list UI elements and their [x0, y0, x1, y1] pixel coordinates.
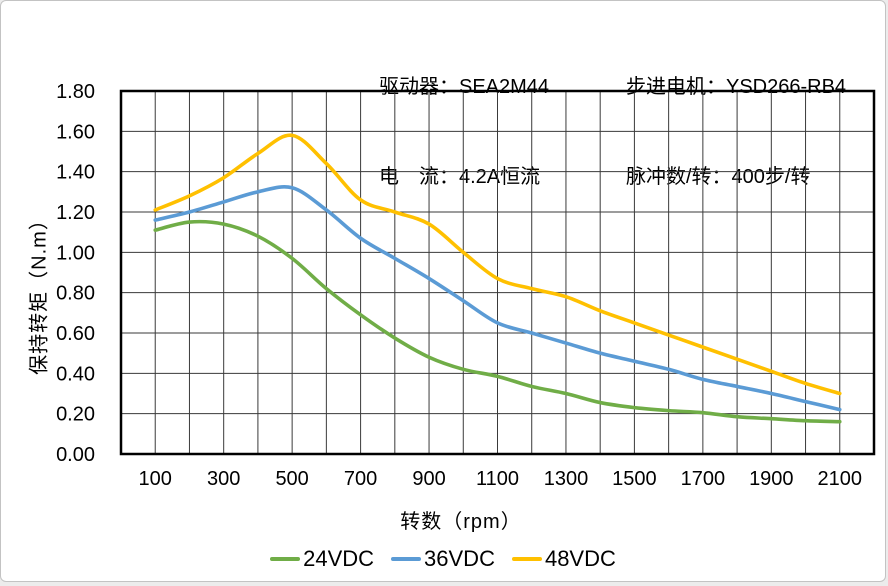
svg-text:0.00: 0.00 — [56, 444, 95, 466]
curve-24vdc — [153, 219, 842, 424]
legend-label-24vdc: 24VDC — [303, 546, 375, 571]
y-axis-title: 保持转矩（N.m） — [28, 209, 51, 375]
curve-48vdc — [153, 133, 842, 396]
svg-text:500: 500 — [275, 468, 308, 490]
y-tick-labels: 0.00 0.20 0.40 0.60 0.80 1.00 1.20 1.40 1.60 1.80 — [56, 81, 95, 466]
svg-text:900: 900 — [412, 468, 445, 490]
legend: 24VDC 36VDC 48VDC — [1, 546, 885, 572]
x-tick-labels: 100 300 500 700 900 1100 1300 1500 1700 1900 2100 — [139, 468, 862, 490]
svg-text:1700: 1700 — [681, 468, 726, 490]
legend-swatch-36vdc — [391, 557, 422, 561]
svg-text:300: 300 — [207, 468, 240, 490]
svg-text:2100: 2100 — [818, 468, 863, 490]
x-axis-title: 转数（rpm） — [400, 511, 522, 533]
svg-text:700: 700 — [344, 468, 377, 490]
legend-item-24vdc: 24VDC — [270, 546, 374, 572]
svg-text:100: 100 — [139, 468, 172, 490]
legend-item-48vdc: 48VDC — [511, 546, 616, 572]
legend-swatch-24vdc — [270, 557, 301, 561]
svg-text:1.60: 1.60 — [56, 121, 95, 143]
plot-border — [119, 89, 876, 456]
svg-text:0.20: 0.20 — [56, 404, 95, 426]
legend-item-36vdc: 36VDC — [391, 546, 495, 572]
legend-label-48vdc: 48VDC — [544, 546, 616, 571]
legend-swatch-48vdc — [511, 557, 542, 561]
svg-text:1.40: 1.40 — [56, 162, 95, 184]
svg-text:1100: 1100 — [476, 468, 519, 490]
curve-36vdc — [153, 185, 842, 412]
svg-text:1300: 1300 — [544, 468, 589, 490]
svg-text:0.80: 0.80 — [56, 283, 95, 305]
svg-text:1.80: 1.80 — [56, 81, 95, 103]
svg-text:1900: 1900 — [749, 468, 794, 490]
torque-speed-chart: 0.00 0.20 0.40 0.60 0.80 1.00 1.20 1.40 1.60 1.80… — [56, 81, 876, 490]
svg-text:1500: 1500 — [612, 468, 657, 490]
gridlines — [121, 91, 874, 454]
legend-label-36vdc: 36VDC — [424, 546, 495, 571]
svg-text:0.60: 0.60 — [56, 323, 95, 345]
svg-text:1.20: 1.20 — [56, 202, 95, 224]
svg-text:0.40: 0.40 — [56, 363, 95, 385]
driver-line: 驱动器：SEA2M44 — [379, 76, 550, 98]
svg-text:1.00: 1.00 — [56, 242, 95, 264]
motor-line: 步进电机：YSD266-RB4 — [626, 76, 847, 98]
